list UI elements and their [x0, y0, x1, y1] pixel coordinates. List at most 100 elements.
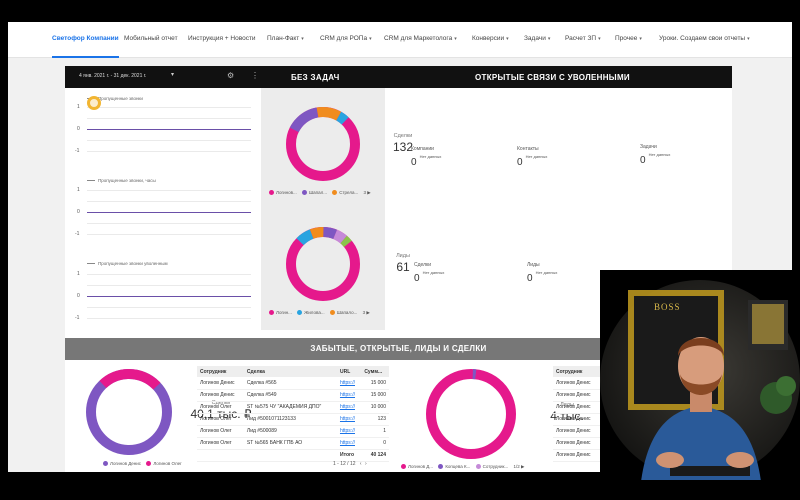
next-page-icon[interactable]: › — [364, 461, 367, 467]
donut-segment — [86, 369, 172, 455]
donut-value: 61 — [396, 260, 410, 274]
legend-item[interactable]: Логинов... — [269, 190, 297, 196]
chevron-down-icon[interactable]: ▾ — [171, 72, 175, 78]
section-title-fired-links: ОТКРЫТЫЕ СВЯЗИ С УВОЛЕННЫМИ — [475, 73, 630, 82]
legend-item[interactable]: Шапало... — [329, 310, 357, 316]
chevron-down-icon: ▾ — [598, 36, 601, 42]
tab-label: CRM для Маркетолога — [384, 35, 453, 42]
tab-8[interactable]: Задачи ▾ — [524, 22, 550, 58]
column-header[interactable]: Сделка — [243, 366, 337, 377]
tab-1[interactable]: Светофор Компании — [52, 22, 119, 58]
tab-11[interactable]: Уроки. Создаем свои отчеты ▾ — [659, 22, 750, 58]
legend-item[interactable]: Копцева К... — [438, 464, 470, 470]
table-pagination[interactable]: 1 - 12 / 12 ‹ › — [333, 461, 367, 467]
tab-6[interactable]: CRM для Маркетолога ▾ — [384, 22, 457, 58]
total-value: 40 124 — [361, 449, 389, 462]
section-title-no-tasks: БЕЗ ЗАДАЧ — [291, 73, 340, 82]
tab-label: Прочее — [615, 35, 638, 42]
url-link[interactable]: https:// — [336, 377, 362, 390]
deals-sum-donut[interactable]: Сделки 40,1 тыс. ₽ — [83, 366, 252, 458]
legend-label: Шапал... — [309, 190, 327, 195]
url-link[interactable]: https:// — [336, 401, 362, 414]
legend-pager[interactable]: 1/2 ▶ — [513, 464, 525, 469]
metric-tasks: Задачи 0Нет данных — [640, 144, 670, 168]
legend-label: Логинов Олег — [153, 461, 182, 466]
column-header[interactable]: Сотрудник — [197, 366, 244, 377]
employee-cell: Логинов Денис — [553, 401, 613, 414]
legend-item[interactable]: Стрела... — [332, 190, 358, 196]
no-data-note: Нет данных — [422, 270, 445, 275]
legend-item[interactable]: Шапал... — [302, 190, 327, 196]
deals-table: Сотрудник Сделка URL Сумм... Логинов Ден… — [197, 366, 389, 462]
tab-7[interactable]: Конверсии ▾ — [472, 22, 509, 58]
tab-label: Расчет ЗП — [565, 35, 597, 42]
leads-sum-legend: Логинов Д... Копцева К... Сотрудник... 1… — [401, 464, 525, 470]
legend-label: Логинов Денис — [110, 461, 142, 466]
legend-item[interactable]: Логин... — [269, 310, 292, 316]
employee-cell: Логинов Олег — [197, 401, 244, 414]
y-tick: 1 — [77, 271, 80, 277]
prev-page-icon[interactable]: ‹ — [359, 461, 362, 467]
tab-9[interactable]: Расчет ЗП ▾ — [565, 22, 601, 58]
table-row: Логинов Денис — [553, 413, 613, 426]
url-link[interactable]: https:// — [336, 389, 362, 402]
tab-4[interactable]: План-Факт ▾ — [267, 22, 304, 58]
legend-item[interactable]: Логинов Олег — [146, 461, 182, 467]
deals-sum-legend: Логинов Денис Логинов Олег — [103, 461, 186, 467]
metric-contacts: Контакты 0Нет данных — [517, 146, 547, 170]
leads-sum-donut[interactable]: Лиды 4 тыс. — [423, 366, 584, 462]
presenter-hand — [656, 452, 684, 468]
column-header[interactable]: Сумм... — [361, 366, 389, 377]
metric-label: Компании — [411, 146, 434, 152]
no-data-note: Нет данных — [419, 154, 442, 159]
date-range-picker[interactable]: 4 янв. 2021 г. - 31 дек. 2021 г. — [79, 73, 147, 79]
employee-cell: Логинов Денис — [197, 377, 244, 390]
legend-label: Жилова... — [304, 310, 325, 315]
banner-text: BOSS — [654, 302, 681, 312]
legend-item[interactable]: Жилова... — [297, 310, 325, 316]
deals-donut[interactable]: Сделки 132 — [283, 104, 413, 184]
employee-cell: Логинов Олег — [197, 425, 244, 438]
column-header[interactable]: Сотрудник — [553, 366, 613, 377]
sum-cell: 15 000 — [361, 377, 389, 390]
legend-swatch — [269, 190, 274, 196]
url-link[interactable]: https:// — [336, 437, 362, 450]
employee-cell: Логинов Денис — [553, 449, 613, 462]
legend-item[interactable]: Логинов Д... — [401, 464, 434, 470]
tab-2[interactable]: Мобильный отчет — [124, 22, 178, 58]
table-row: Логинов Олег Лид #5001071123133 https://12… — [197, 413, 389, 426]
url-link[interactable]: https:// — [336, 413, 362, 426]
legend-swatch — [269, 310, 274, 316]
chevron-down-icon: ▾ — [369, 36, 372, 42]
metric-label: Задачи — [640, 144, 657, 150]
tab-label: CRM для РОПа — [320, 35, 368, 42]
tab-10[interactable]: Прочее ▾ — [615, 22, 642, 58]
legend-pager[interactable]: 3 ▶ — [363, 190, 371, 195]
legend-swatch — [475, 464, 481, 470]
table-row: Логинов Денис Сделка #549 https://15 000 — [197, 389, 389, 402]
chevron-down-icon: ▾ — [547, 36, 551, 42]
employee-cell: Логинов Олег — [197, 413, 244, 426]
grid-line — [87, 223, 251, 224]
column-header[interactable]: URL — [336, 366, 362, 377]
zero-line — [87, 296, 251, 297]
legend-item[interactable]: Логинов Денис — [103, 461, 142, 467]
legend-item[interactable]: Сотрудник... — [475, 464, 508, 470]
tab-5[interactable]: CRM для РОПа ▾ — [320, 22, 372, 58]
gear-icon[interactable]: ⚙ — [227, 71, 235, 80]
keyboard — [670, 466, 750, 476]
no-tasks-panel: Сделки 132 Логинов... Шапал... Стрела...… — [261, 88, 413, 330]
tab-3[interactable]: Инструкция + Новости — [188, 22, 256, 58]
url-link[interactable]: https:// — [336, 425, 362, 438]
grid-line — [87, 234, 251, 235]
more-options-icon[interactable]: ⋮ — [251, 71, 259, 80]
legend-swatch — [302, 190, 308, 196]
legend-pager[interactable]: 3 ▶ — [362, 310, 370, 315]
no-data-note: Нет данных — [648, 152, 671, 157]
legend-swatch — [438, 464, 444, 470]
legend-label: Логинов Д... — [408, 464, 434, 469]
leads-donut[interactable]: Лиды 61 — [283, 224, 410, 304]
table-row: Логинов Олег ST №565 БАНК ГПБ АО https://0 — [197, 437, 389, 450]
no-data-note: Нет данных — [525, 154, 548, 159]
grid-line — [87, 201, 251, 202]
